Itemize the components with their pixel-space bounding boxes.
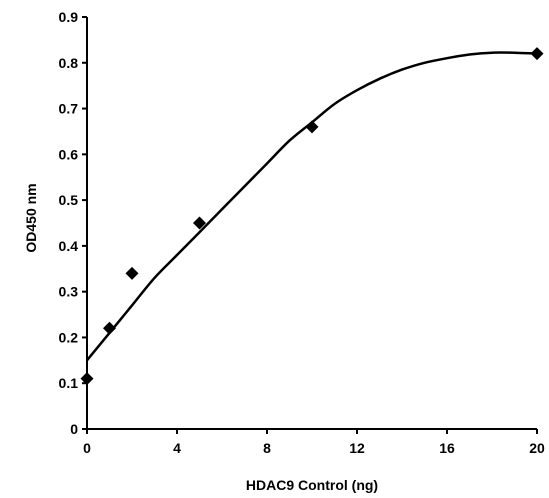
x-axis-title: HDAC9 Control (ng) (246, 477, 378, 493)
data-point-diamond (530, 47, 544, 61)
tick-labels: 0 0.1 0.2 0.3 0.4 0.5 0.6 0.7 0.8 0.9 0 4 8 12 16 20 (59, 9, 545, 456)
fit-curve-group (86, 51, 538, 362)
y-tick-label: 0.7 (59, 101, 79, 117)
axes (82, 16, 538, 434)
x-tick-label: 16 (439, 440, 455, 456)
y-tick-label: 0 (70, 421, 78, 437)
y-tick-label: 0.3 (59, 284, 79, 300)
y-tick-label: 0.5 (59, 192, 79, 208)
x-tick-label: 8 (263, 440, 271, 456)
data-point-diamond (80, 372, 94, 386)
y-tick-label: 0.8 (59, 55, 79, 71)
data-point-diamond (103, 321, 116, 335)
y-tick-label: 0.4 (59, 238, 79, 254)
x-tick-label: 20 (529, 440, 545, 456)
y-tick-label: 0.9 (59, 9, 79, 25)
y-tick-label: 0.2 (59, 329, 79, 345)
y-tick-label: 0.1 (59, 375, 79, 391)
y-tick-label: 0.6 (59, 146, 79, 162)
fit-curve-line (86, 51, 538, 362)
y-axis-title: OD450 nm (23, 183, 39, 252)
data-point-diamond (305, 120, 319, 134)
data-point-diamond (193, 216, 206, 230)
data-point-diamond (125, 266, 139, 280)
x-tick-label: 4 (173, 440, 181, 456)
x-tick-label: 12 (349, 440, 365, 456)
x-tick-label: 0 (83, 440, 91, 456)
data-markers (80, 47, 544, 386)
